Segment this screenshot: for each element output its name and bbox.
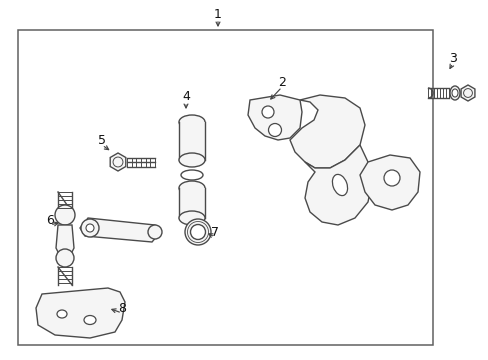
Text: 8: 8 [118,302,126,315]
Text: 5: 5 [98,134,106,147]
Circle shape [56,249,74,267]
Ellipse shape [179,211,204,225]
Circle shape [383,170,399,186]
Circle shape [268,123,281,136]
Bar [18,30,432,345]
Polygon shape [56,225,74,256]
Ellipse shape [179,153,204,167]
Ellipse shape [179,181,204,195]
Circle shape [190,225,205,239]
Circle shape [184,219,210,245]
Circle shape [86,224,94,232]
Polygon shape [359,155,419,210]
Ellipse shape [181,170,203,180]
Polygon shape [36,288,125,338]
Polygon shape [460,85,474,101]
Ellipse shape [57,310,67,318]
Text: 1: 1 [214,8,222,21]
Bar [179,122,204,160]
Text: 3: 3 [448,51,456,64]
Circle shape [262,106,273,118]
Ellipse shape [179,115,204,129]
Ellipse shape [451,89,457,97]
Ellipse shape [84,315,96,324]
Circle shape [148,225,162,239]
Polygon shape [80,218,158,242]
Text: 7: 7 [210,225,219,238]
Circle shape [81,219,99,237]
Polygon shape [289,95,364,168]
Text: 6: 6 [46,213,54,226]
Polygon shape [305,145,371,225]
Text: 2: 2 [278,76,285,89]
Circle shape [55,205,75,225]
Ellipse shape [332,174,347,195]
Ellipse shape [449,86,459,100]
Polygon shape [247,95,302,140]
Bar [179,188,204,218]
Text: 4: 4 [182,90,189,104]
Polygon shape [110,153,125,171]
